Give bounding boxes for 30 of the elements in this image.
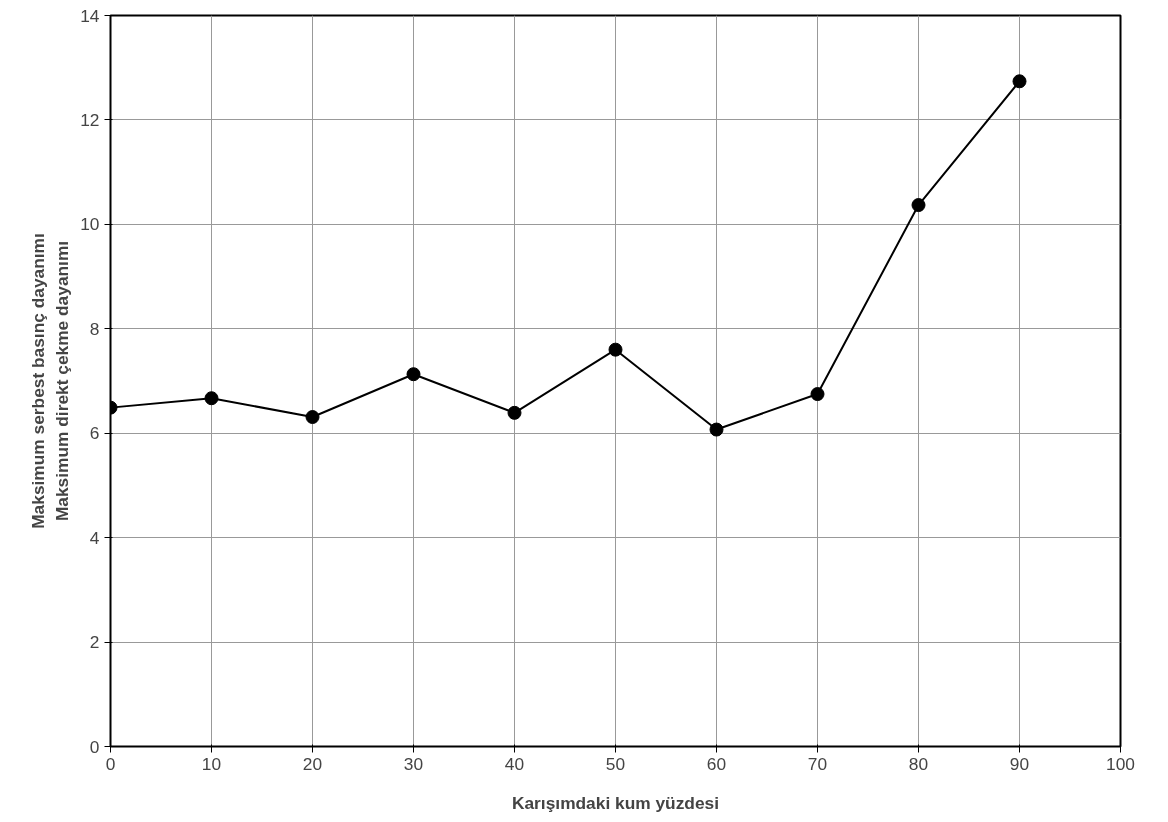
y-tick-label: 0 xyxy=(89,736,100,757)
point xyxy=(204,391,219,406)
point xyxy=(406,367,421,382)
x-tick-label: 100 xyxy=(1106,753,1135,774)
x-tick-label: 20 xyxy=(302,753,323,774)
point xyxy=(305,410,320,425)
x-axis-title: Karışımdaki kum yüzdesi xyxy=(511,792,720,813)
y-tick-label: 10 xyxy=(80,214,100,235)
y-tick-label: 8 xyxy=(89,318,100,339)
y-tick-label: 4 xyxy=(89,527,100,548)
point xyxy=(1012,74,1027,89)
x-tick-label: 10 xyxy=(201,753,222,774)
x-tick-label: 70 xyxy=(807,753,828,774)
y-tick-label: 6 xyxy=(89,423,100,444)
y-tick-label: 2 xyxy=(89,632,100,653)
point xyxy=(608,342,623,357)
point xyxy=(911,198,926,213)
x-tick-label: 0 xyxy=(105,753,116,774)
x-tick-label: 50 xyxy=(605,753,626,774)
point xyxy=(507,405,522,420)
x-tick-label: 40 xyxy=(504,753,525,774)
x-tick-label: 90 xyxy=(1009,753,1030,774)
point xyxy=(810,387,825,402)
point xyxy=(709,422,724,437)
y-tick-label: 14 xyxy=(80,5,100,26)
y-tick-label: 12 xyxy=(80,109,100,130)
x-tick-label: 30 xyxy=(403,753,424,774)
y-axis-title: Maksimum serbest basınç dayanımı Maksimum direkt çekme dayanımı xyxy=(28,233,73,529)
x-tick-label: 80 xyxy=(908,753,929,774)
x-tick-label: 60 xyxy=(706,753,727,774)
